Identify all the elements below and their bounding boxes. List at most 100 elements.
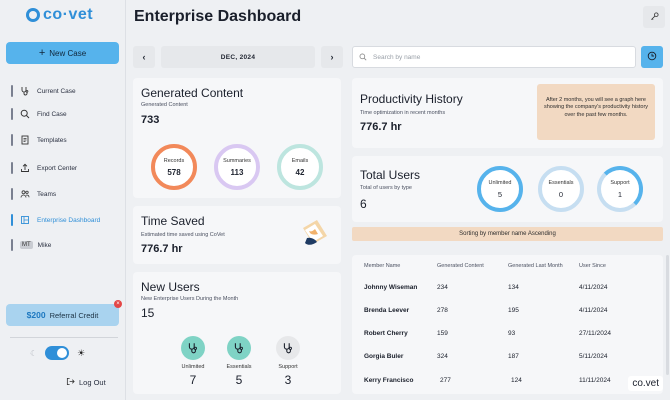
ring-label: Essentials [548,179,574,186]
stethoscope-icon [227,336,251,360]
table-scrollbar[interactable] [666,255,669,375]
generated-content: 234 [437,283,448,291]
unlimited-users-ring: Unlimited 5 [477,166,523,212]
main-content: Enterprise Dashboard ‹ DEC, 2024 › Gener… [127,0,670,400]
stethoscope-icon [20,86,30,96]
page-title: Enterprise Dashboard [134,8,302,25]
plus-icon: + [38,46,46,59]
ring-value: 5 [497,189,503,199]
sort-indicator[interactable]: Sorting by member name Ascending [352,227,663,241]
card-title: Generated Content [141,86,244,100]
sidebar-item-enterprise-dashboard[interactable]: Enterprise Dashboard [0,207,126,233]
emails-ring: Emails 42 [277,144,323,190]
previous-month-button[interactable]: ‹ [133,46,155,68]
ring-label: Records [163,157,185,164]
referral-amount: $200 [26,310,46,320]
sidebar-item-label: Find Case [37,110,67,118]
sidebar-item-export-center[interactable]: Export Center [0,155,126,181]
search-icon [20,109,30,119]
summaries-ring: Summaries 113 [214,144,260,190]
chevron-left-icon: ‹ [142,52,146,62]
generated-last-month: 195 [508,306,519,314]
new-users-support: Support 3 [268,336,308,387]
card-title: Total Users [360,168,421,182]
referral-credit-banner[interactable]: $200 Referral Credit × [6,300,122,326]
close-icon[interactable]: × [114,300,122,308]
member-name: Kerry Francisco [364,376,414,384]
new-users-total: 15 [141,306,155,320]
table-row[interactable]: Brenda Leever 278 195 4/11/2024 [352,300,663,320]
chevron-right-icon: › [330,52,334,62]
time-saved-value: 776.7 hr [141,243,183,255]
referral-label: Referral Credit [49,310,99,320]
member-name: Robert Cherry [364,329,408,337]
sidebar-item-label: Export Center [37,164,78,172]
search-icon [359,48,367,66]
table-row[interactable]: Kerry Francisco 277 124 11/11/2024 [352,370,663,390]
new-users-value: 7 [189,373,197,387]
new-users-unlimited: Unlimited 7 [173,336,213,387]
user-since: 4/11/2024 [579,283,608,291]
ring-label: Unlimited [488,179,512,186]
time-saved-card: Time Saved Estimated time saved using Co… [133,206,341,264]
column-header-user-since[interactable]: User Since [579,263,606,269]
document-icon [20,135,30,145]
user-since: 5/11/2024 [579,352,608,360]
productivity-value: 776.7 hr [360,121,402,133]
generated-last-month: 93 [508,329,516,337]
generated-last-month: 134 [508,283,519,291]
ring-label: Support [610,179,630,186]
table-row[interactable]: Johnny Wiseman 234 134 4/11/2024 [352,277,663,297]
current-month-label[interactable]: DEC, 2024 [161,46,315,68]
sidebar-item-label: Mike [37,241,52,249]
key-button[interactable] [643,6,665,28]
new-case-button[interactable]: + New Case [6,42,119,64]
column-header-generated-last-month[interactable]: Generated Last Month [508,263,563,269]
generated-content: 278 [437,306,448,314]
member-name: Brenda Leever [364,306,410,314]
sidebar-item-templates[interactable]: Templates [0,127,126,153]
search-input[interactable] [373,53,613,61]
table-header: Member Name Generated Content Generated … [352,255,663,277]
sidebar: co·vet + New Case Current Case Find Case… [0,0,126,400]
card-subtitle: Estimated time saved using CoVet [141,232,225,238]
sidebar-item-current-case[interactable]: Current Case [0,78,126,104]
ring-label: Summaries [223,157,251,164]
dashboard-icon [20,215,30,225]
clock-icon [647,48,657,66]
sidebar-item-find-case[interactable]: Find Case [0,101,126,127]
logout-icon [66,377,75,388]
sidebar-item-label: Teams [37,190,57,198]
key-icon [650,11,659,23]
card-title: Productivity History [360,92,463,106]
next-month-button[interactable]: › [321,46,343,68]
history-button[interactable] [641,46,663,68]
new-users-label: Essentials [226,364,252,370]
generated-last-month: 187 [508,352,519,360]
column-header-member-name[interactable]: Member Name [364,263,401,269]
user-since: 27/11/2024 [579,329,612,337]
brand-logo[interactable]: co·vet [26,6,93,24]
table-row[interactable]: Robert Cherry 159 93 27/11/2024 [352,323,663,343]
avatar: MT [20,241,33,249]
total-users-card: Total Users Total of users by type 6 Unl… [352,156,663,222]
card-subtitle: New Enterprise Users During the Month [141,296,239,302]
table-row[interactable]: Gorgia Buler 324 187 5/11/2024 [352,346,663,366]
logout-label: Log Out [79,378,106,387]
card-subtitle: Generated Content [141,102,188,108]
new-users-value: 3 [284,373,292,387]
people-icon [20,189,30,199]
sidebar-item-profile[interactable]: MT Mike [0,232,126,258]
logo-icon [26,8,40,22]
new-users-card: New Users New Enterprise Users During th… [133,272,341,394]
sidebar-item-teams[interactable]: Teams [0,181,126,207]
theme-toggle[interactable] [45,346,70,360]
new-case-label: New Case [49,48,87,58]
generated-content-card: Generated Content Generated Content 733 … [133,78,341,198]
column-header-generated-content[interactable]: Generated Content [437,263,484,269]
new-users-value: 5 [235,373,243,387]
brand-name: co·vet [43,6,94,23]
logout-button[interactable]: Log Out [66,377,106,388]
export-icon [20,163,30,173]
new-users-label: Unlimited [181,364,205,370]
